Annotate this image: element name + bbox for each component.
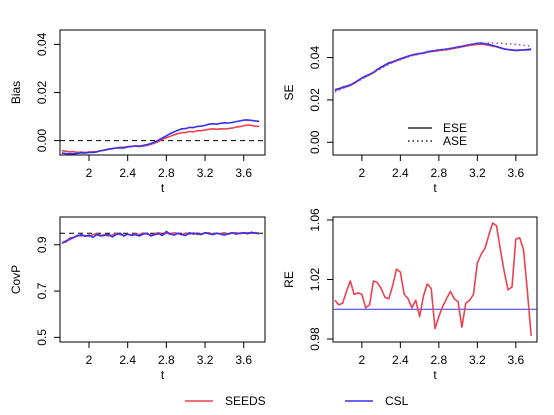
series-line-seeds <box>61 231 260 245</box>
series-line-seeds <box>334 222 532 337</box>
x-axis-label: t <box>433 368 437 382</box>
x-tick-label: 2.4 <box>392 166 409 180</box>
x-tick-label: 2.8 <box>431 166 448 180</box>
x-tick-label: 2.4 <box>392 353 409 367</box>
y-tick-label: 0.02 <box>308 88 322 112</box>
x-tick-label: 2 <box>359 166 366 180</box>
y-tick-label: 1.02 <box>308 267 322 291</box>
x-tick-label: 3.6 <box>507 166 524 180</box>
y-tick-label: 0.00 <box>35 129 49 153</box>
x-tick-label: 2.8 <box>158 166 175 180</box>
x-axis-label: t <box>161 368 165 382</box>
y-axis-label: CovP <box>9 265 23 294</box>
y-axis-label: RE <box>282 271 296 288</box>
y-tick-label: 0.00 <box>308 130 322 154</box>
x-tick-label: 2.8 <box>158 353 175 367</box>
x-tick-label: 3.6 <box>235 353 252 367</box>
y-tick-label: 0.9 <box>35 236 49 253</box>
x-tick-label: 2 <box>359 353 366 367</box>
x-tick-label: 2.8 <box>431 353 448 367</box>
y-axis-label: Bias <box>9 81 23 104</box>
panel-bias: 2 2.4 2.8 3.2 3.6 0.00 0.02 0.04 t Bias <box>9 29 266 195</box>
panel-covp: 2 2.4 2.8 3.2 3.6 0.5 0.7 0.9 t CovP <box>9 216 266 382</box>
x-axis-label: t <box>161 181 165 195</box>
y-tick-label: 0.7 <box>35 282 49 299</box>
y-axis-label: SE <box>282 84 296 100</box>
legend-label-csl: CSL <box>385 394 409 408</box>
legend-label-seeds: SEEDS <box>225 394 266 408</box>
x-tick-label: 3.2 <box>469 353 486 367</box>
x-tick-label: 2.4 <box>119 353 136 367</box>
inset-legend-label-ase: ASE <box>443 134 467 148</box>
inset-legend-label-ese: ESE <box>443 121 467 135</box>
plot-frame <box>332 29 538 156</box>
x-tick-label: 2 <box>86 166 93 180</box>
y-tick-label: 1.06 <box>308 208 322 232</box>
plot-frame <box>59 29 266 156</box>
x-tick-label: 3.6 <box>507 353 524 367</box>
series-line-dotted-2 <box>334 42 532 93</box>
x-axis-label: t <box>433 181 437 195</box>
x-tick-label: 2.4 <box>119 166 136 180</box>
panel-re: 2 2.4 2.8 3.2 3.6 0.98 1.02 1.06 t RE <box>282 208 538 382</box>
y-tick-label: 0.98 <box>308 327 322 351</box>
series-line-solid-1 <box>334 42 532 91</box>
y-tick-label: 0.04 <box>308 46 322 70</box>
x-tick-label: 3.6 <box>235 166 252 180</box>
y-tick-label: 0.5 <box>35 329 49 346</box>
series-line-csl <box>61 119 260 155</box>
x-tick-label: 3.2 <box>197 353 214 367</box>
series-line-csl <box>61 230 260 244</box>
x-tick-label: 2 <box>86 353 93 367</box>
x-tick-label: 3.2 <box>469 166 486 180</box>
legend: SEEDS CSL <box>185 394 409 408</box>
x-tick-label: 3.2 <box>197 166 214 180</box>
y-tick-label: 0.04 <box>35 32 49 56</box>
y-tick-label: 0.02 <box>35 80 49 104</box>
plot-frame <box>59 216 266 343</box>
